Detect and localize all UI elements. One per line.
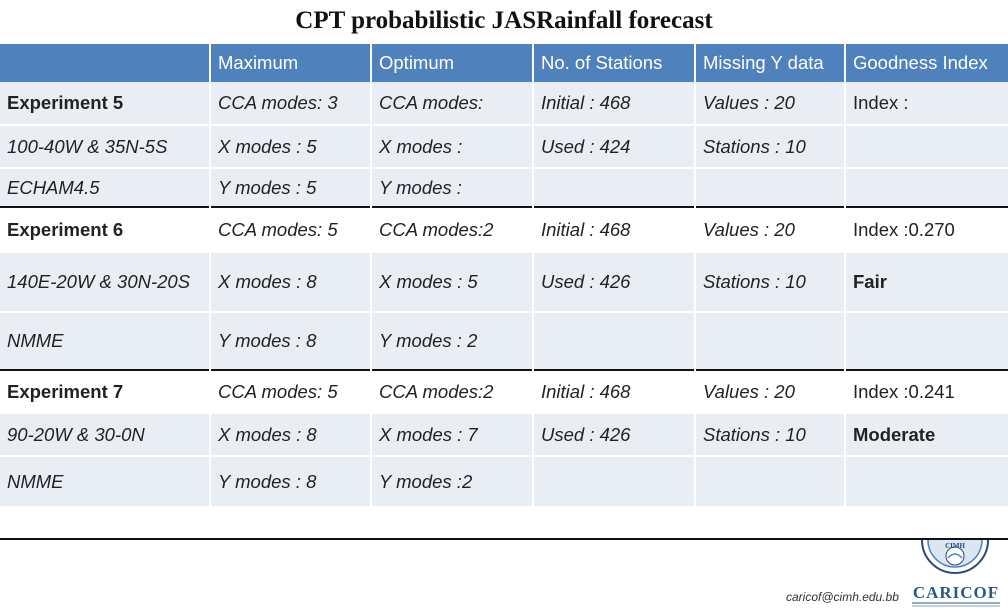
table-cell: Stations : 10	[694, 412, 845, 456]
model-label: NMME	[0, 455, 210, 506]
table-cell	[694, 455, 845, 506]
table-cell: Used : 426	[532, 251, 695, 312]
table-cell: Y modes : 2	[370, 311, 533, 370]
table-cell: CCA modes: 3	[209, 82, 371, 125]
page-title: CPT probabilistic JASRainfall forecast	[295, 7, 713, 34]
header-row: Maximum Optimum No. of Stations Missing …	[0, 42, 1008, 82]
table-cell	[844, 311, 1008, 370]
table-cell: CCA modes: 5	[209, 369, 371, 413]
table-cell	[532, 167, 695, 207]
rating-cell: Fair	[844, 251, 1008, 312]
table-row: 100-40W & 35N-5S X modes : 5 X modes : U…	[0, 124, 1008, 168]
model-label: ECHAM4.5	[0, 167, 210, 207]
table-cell: Stations : 10	[694, 124, 845, 168]
experiment-label: Experiment 5	[0, 82, 210, 125]
table-cell: X modes : 5	[209, 124, 371, 168]
table-cell: Y modes : 8	[209, 455, 371, 506]
header-cell	[0, 42, 210, 82]
table-cell: Initial : 468	[532, 369, 695, 413]
table-cell: Used : 426	[532, 412, 695, 456]
experiment-label: Experiment 6	[0, 206, 210, 252]
table-cell: Initial : 468	[532, 82, 695, 125]
table-cell: Stations : 10	[694, 251, 845, 312]
region-label: 100-40W & 35N-5S	[0, 124, 210, 168]
table-cell: CCA modes: 5	[209, 206, 371, 252]
contact-email: caricof@cimh.edu.bb	[786, 590, 899, 604]
region-label: 90-20W & 30-0N	[0, 412, 210, 456]
table-cell: Values : 20	[694, 206, 845, 252]
experiment-label: Experiment 7	[0, 369, 210, 413]
table-cell: Y modes :	[370, 167, 533, 207]
cimh-logo-icon: CIMH	[921, 540, 989, 574]
table-cell: Values : 20	[694, 82, 845, 125]
header-goodness: Goodness Index	[844, 42, 1008, 82]
table-cell	[532, 455, 695, 506]
table-cell: Index :0.270	[844, 206, 1008, 252]
table-cell: Initial : 468	[532, 206, 695, 252]
rating-cell: Moderate	[844, 412, 1008, 456]
table-cell: CCA modes:	[370, 82, 533, 125]
table-cell	[844, 455, 1008, 506]
table-cell	[694, 167, 845, 207]
header-maximum: Maximum	[209, 42, 371, 82]
table-row: Experiment 6 CCA modes: 5 CCA modes:2 In…	[0, 206, 1008, 252]
table-cell: Values : 20	[694, 369, 845, 413]
table-cell: Y modes :2	[370, 455, 533, 506]
table-row: 140E-20W & 30N-20S X modes : 8 X modes :…	[0, 251, 1008, 312]
table-cell	[532, 311, 695, 370]
table-cell: Index :0.241	[844, 369, 1008, 413]
caricof-logo-icon: CARICOF	[912, 583, 1000, 607]
model-label: NMME	[0, 311, 210, 370]
table-cell: X modes : 8	[209, 412, 371, 456]
table-cell: CCA modes:2	[370, 206, 533, 252]
header-stations: No. of Stations	[532, 42, 695, 82]
table-cell: Y modes : 5	[209, 167, 371, 207]
table-row: Experiment 7 CCA modes: 5 CCA modes:2 In…	[0, 369, 1008, 413]
table-cell: Y modes : 8	[209, 311, 371, 370]
table-cell: Index :	[844, 82, 1008, 125]
table-bottom-rule	[0, 538, 1008, 540]
cimh-logo-text: CIMH	[945, 542, 965, 550]
table-cell	[844, 167, 1008, 207]
table-row: ECHAM4.5 Y modes : 5 Y modes :	[0, 167, 1008, 207]
region-label: 140E-20W & 30N-20S	[0, 251, 210, 312]
table-cell: X modes : 5	[370, 251, 533, 312]
table-cell: CCA modes:2	[370, 369, 533, 413]
table-cell	[844, 124, 1008, 168]
table-row: 90-20W & 30-0N X modes : 8 X modes : 7 U…	[0, 412, 1008, 456]
table-cell: X modes :	[370, 124, 533, 168]
table-cell: X modes : 7	[370, 412, 533, 456]
forecast-table: Maximum Optimum No. of Stations Missing …	[0, 42, 1008, 506]
table-row: NMME Y modes : 8 Y modes : 2	[0, 311, 1008, 370]
table-cell: Used : 424	[532, 124, 695, 168]
table-row: Experiment 5 CCA modes: 3 CCA modes: Ini…	[0, 82, 1008, 125]
table-row: NMME Y modes : 8 Y modes :2	[0, 455, 1008, 506]
caricof-logo-text: CARICOF	[913, 583, 999, 602]
table-cell: X modes : 8	[209, 251, 371, 312]
header-optimum: Optimum	[370, 42, 533, 82]
header-missing-y: Missing Y data	[694, 42, 845, 82]
table-cell	[694, 311, 845, 370]
